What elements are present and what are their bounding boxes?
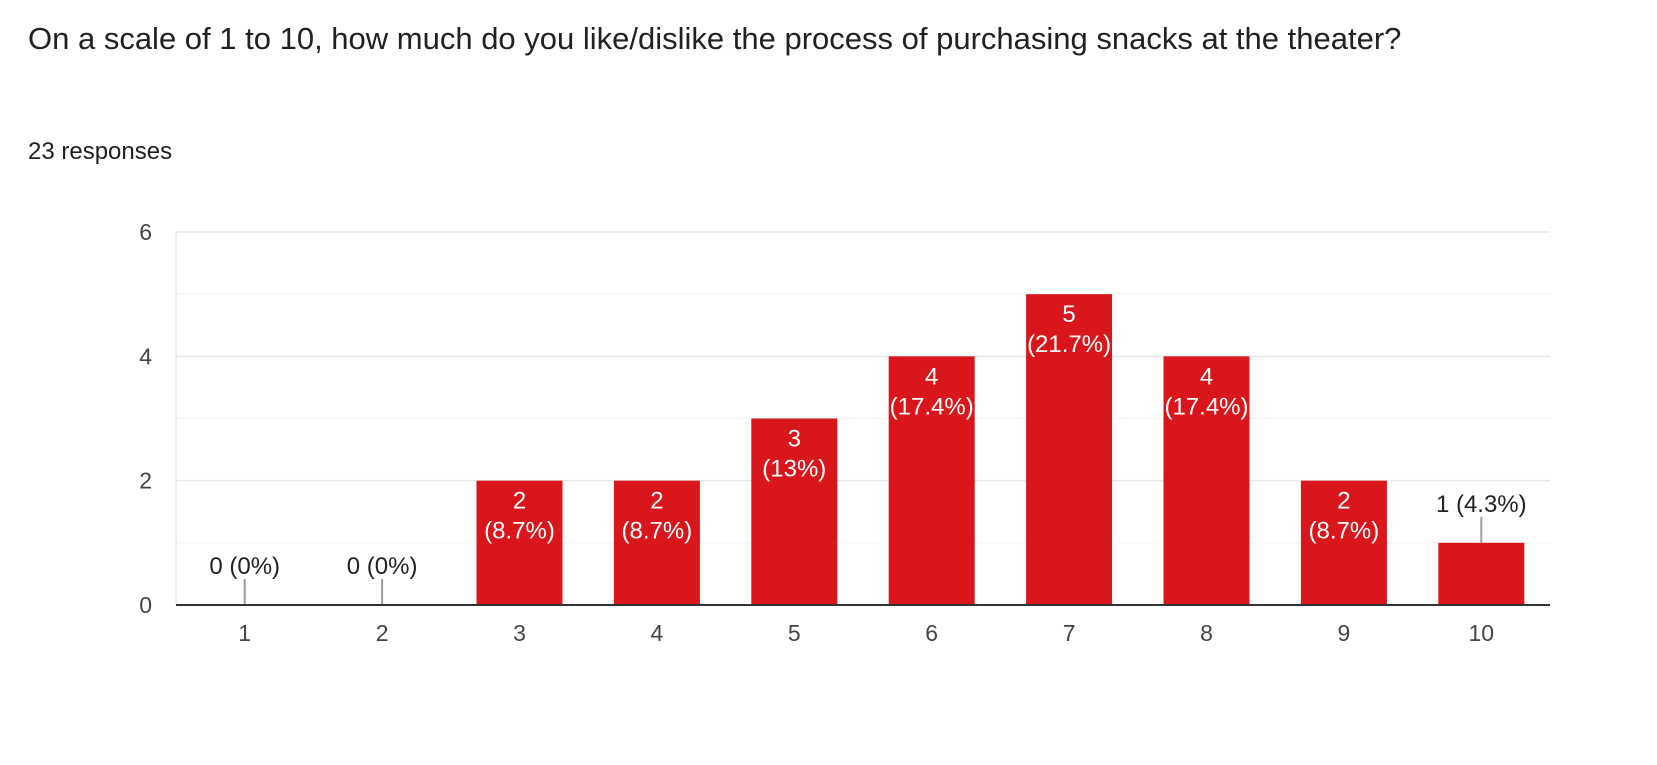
data-label: 4 (17.4%) — [1164, 363, 1248, 420]
bar — [751, 418, 838, 605]
bar — [1026, 294, 1113, 605]
y-tick-label: 4 — [139, 343, 152, 369]
y-tick-label: 6 — [139, 219, 152, 245]
question-title: On a scale of 1 to 10, how much do you l… — [28, 21, 1402, 56]
data-label: 2 (8.7%) — [1309, 488, 1380, 545]
y-tick-label: 0 — [139, 592, 152, 618]
response-count: 23 responses — [28, 138, 173, 165]
x-tick-label: 4 — [651, 620, 664, 646]
data-label: 3 (13%) — [762, 426, 826, 483]
bar — [1300, 480, 1387, 605]
y-tick-label: 2 — [139, 468, 152, 494]
data-label: 2 (8.7%) — [622, 488, 693, 545]
x-tick-label: 5 — [788, 620, 801, 646]
bar — [1163, 356, 1250, 605]
x-tick-label: 10 — [1469, 620, 1495, 646]
bar — [888, 356, 975, 605]
data-label: 2 (8.7%) — [484, 488, 555, 545]
data-label: 5 (21.7%) — [1027, 301, 1111, 358]
bar — [1438, 542, 1525, 605]
x-tick-label: 2 — [376, 620, 389, 646]
data-label: 0 (0%) — [347, 553, 418, 580]
x-tick-label: 3 — [513, 620, 526, 646]
bar — [613, 480, 700, 605]
data-label: 0 (0%) — [209, 553, 280, 580]
x-tick-label: 7 — [1063, 620, 1076, 646]
data-label: 4 (17.4%) — [890, 363, 974, 420]
bar — [476, 480, 563, 605]
x-tick-label: 8 — [1200, 620, 1213, 646]
x-tick-label: 6 — [925, 620, 938, 646]
x-tick-label: 9 — [1338, 620, 1351, 646]
x-tick-label: 1 — [238, 620, 251, 646]
data-label: 1 (4.3%) — [1436, 491, 1527, 518]
